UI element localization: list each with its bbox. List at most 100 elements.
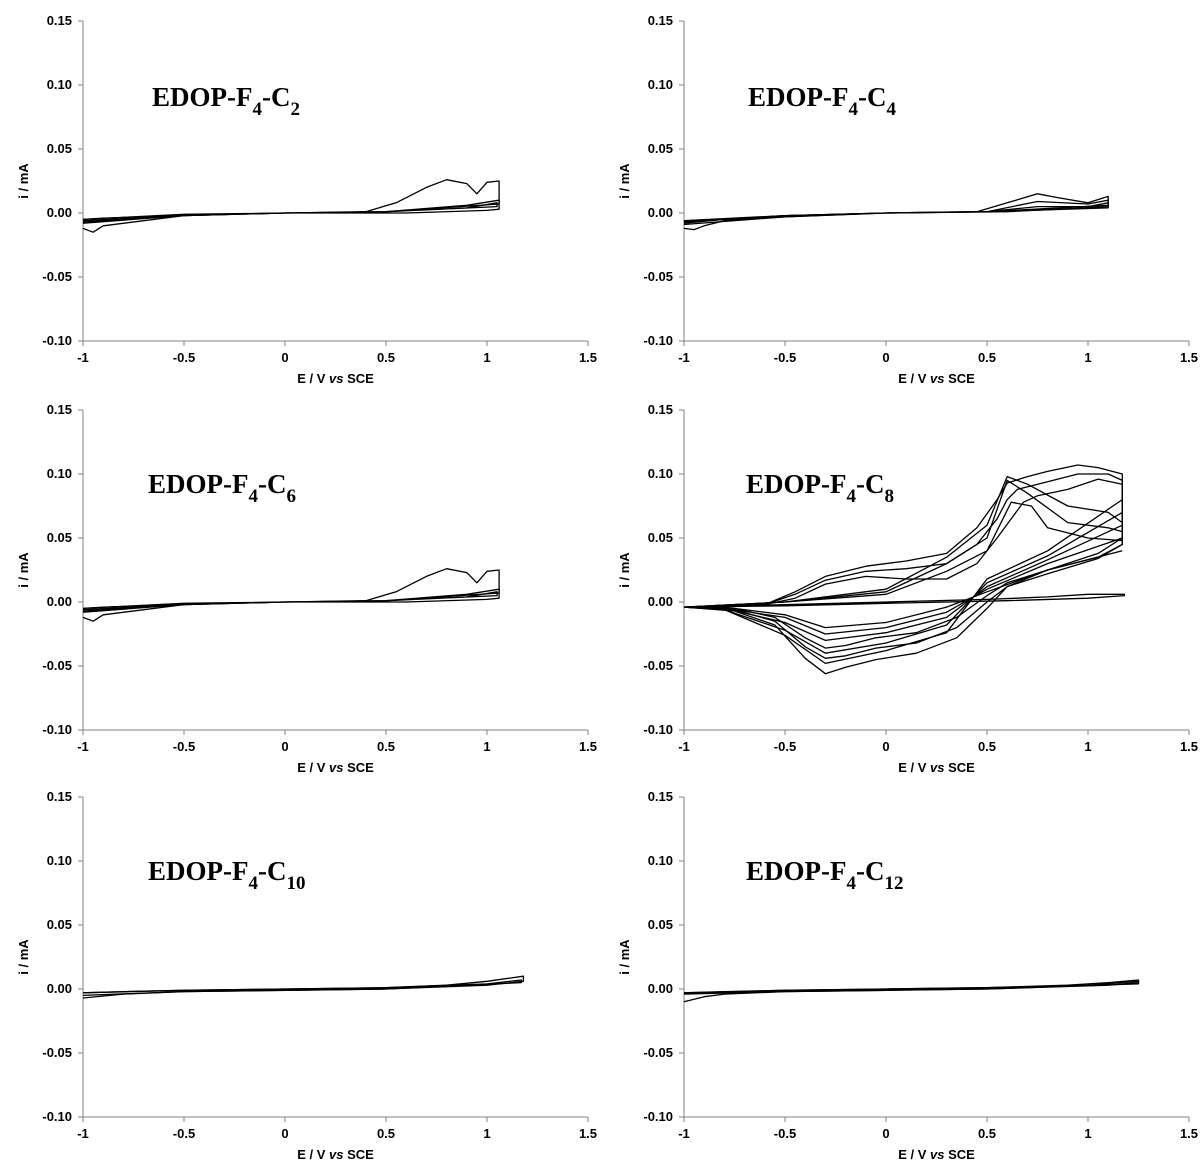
panel-title: EDOP-F4-C12	[746, 856, 904, 894]
panel-title: EDOP-F4-C6	[148, 469, 296, 507]
y-tick-label: 0.00	[47, 594, 72, 609]
y-tick-label: 0.15	[47, 402, 72, 417]
x-tick-label: 1.5	[579, 1126, 597, 1141]
x-tick-label: 1.5	[579, 350, 597, 365]
y-axis-label: i / mA	[617, 163, 632, 199]
y-tick-label: -0.05	[42, 269, 72, 284]
x-axis-label: E / V vs SCE	[297, 760, 374, 775]
cv-panel-5: -0.10 -0.05 0.00 0.05 0.10 0.15 -1 -0.5 0 0.5 1 1.5…	[16, 789, 597, 1162]
y-tick-label: 0.15	[648, 402, 673, 417]
y-axis-label: i / mA	[617, 552, 632, 588]
title-mid: -C	[858, 82, 887, 112]
x-tick-label: 0.5	[978, 350, 996, 365]
x-tick-label: 1	[1084, 739, 1091, 754]
y-tick-label: 0.10	[47, 77, 72, 92]
x-axis-label: E / V vs SCE	[297, 1147, 374, 1162]
title-main: EDOP-F	[148, 469, 249, 499]
x-tick-label: -0.5	[774, 350, 796, 365]
cv-curve-1	[683, 193, 1109, 231]
title-main: EDOP-F	[748, 82, 849, 112]
x-tick-label: -1	[678, 739, 690, 754]
x-axis-label: E / V vs SCE	[898, 760, 975, 775]
cv-curve-3	[683, 202, 1109, 223]
cv-curve-11	[683, 511, 1123, 654]
y-tick-label: 0.05	[47, 917, 72, 932]
cv-curve-3	[82, 202, 498, 223]
title-main: EDOP-F	[746, 469, 847, 499]
x-axis-label-pre: E / V	[297, 1147, 329, 1162]
cv-curve-1	[82, 568, 500, 622]
cv-curve-1	[683, 593, 1126, 608]
title-main: EDOP-F	[148, 856, 249, 886]
y-tick-label: 0.00	[648, 981, 673, 996]
x-tick-label: 1.5	[1180, 739, 1198, 754]
x-tick-label: 1.5	[579, 739, 597, 754]
y-tick-label: -0.05	[42, 1045, 72, 1060]
title-sub-2: 10	[287, 873, 306, 894]
y-tick-label: 0.05	[648, 530, 673, 545]
x-tick-label: 0.5	[978, 1126, 996, 1141]
cv-curve-3	[82, 591, 498, 612]
x-tick-label: 0.5	[377, 739, 395, 754]
x-tick-label: -1	[678, 350, 690, 365]
y-tick-label: -0.05	[643, 1045, 673, 1060]
x-tick-label: 1	[1084, 350, 1091, 365]
title-sub-1: 4	[253, 99, 263, 120]
x-tick-label: 1	[483, 1126, 490, 1141]
cv-curve-4	[683, 464, 1123, 675]
x-tick-label: -1	[77, 350, 89, 365]
x-tick-label: 0	[882, 1126, 889, 1141]
cv-curve-1	[82, 975, 525, 999]
x-axis-label-vs: vs	[930, 1147, 944, 1162]
y-tick-label: -0.10	[42, 722, 72, 737]
cv-panel-6: -0.10 -0.05 0.00 0.05 0.10 0.15 -1 -0.5 0 0.5 1 1.5…	[617, 789, 1198, 1162]
title-main: EDOP-F	[746, 856, 847, 886]
cv-curve-7	[683, 501, 1123, 608]
cv-panel-4: -0.10 -0.05 0.00 0.05 0.10 0.15 -1 -0.5 0 0.5 1 1.5…	[617, 402, 1198, 775]
x-tick-label: 0.5	[377, 350, 395, 365]
x-tick-label: 1.5	[1180, 1126, 1198, 1141]
title-sub-2: 12	[885, 873, 904, 894]
y-tick-label: -0.10	[643, 333, 673, 348]
x-tick-label: 0	[882, 739, 889, 754]
x-tick-label: 0.5	[377, 1126, 395, 1141]
x-tick-label: 0	[281, 350, 288, 365]
y-tick-label: 0.05	[648, 141, 673, 156]
y-tick-label: -0.10	[643, 1109, 673, 1124]
title-sub-2: 2	[291, 99, 301, 120]
cv-curve-3	[683, 473, 1123, 659]
x-tick-label: 0	[281, 739, 288, 754]
title-sub-2: 8	[885, 486, 895, 507]
x-axis-label-post: SCE	[343, 1147, 374, 1162]
y-tick-label: -0.10	[42, 1109, 72, 1124]
x-tick-label: 1	[483, 739, 490, 754]
panel-title: EDOP-F4-C10	[148, 856, 306, 894]
x-axis-label-post: SCE	[343, 760, 374, 775]
y-axis-label: i / mA	[16, 939, 31, 975]
x-tick-label: -0.5	[173, 739, 195, 754]
title-sub-1: 4	[847, 873, 857, 894]
cv-curve-2	[82, 979, 522, 997]
title-sub-1: 4	[249, 873, 259, 894]
y-tick-label: 0.05	[648, 917, 673, 932]
title-mid: -C	[856, 469, 885, 499]
x-tick-label: -0.5	[774, 1126, 796, 1141]
cv-curve-2	[683, 980, 1140, 995]
x-tick-label: -1	[678, 1126, 690, 1141]
y-tick-label: 0.10	[47, 853, 72, 868]
title-mid: -C	[262, 82, 291, 112]
title-sub-1: 4	[249, 486, 259, 507]
y-tick-label: 0.10	[648, 466, 673, 481]
cv-curve-1	[82, 179, 500, 233]
x-tick-label: 1	[1084, 1126, 1091, 1141]
y-tick-label: 0.10	[47, 466, 72, 481]
y-axis-label: i / mA	[16, 163, 31, 199]
x-axis-label-pre: E / V	[898, 371, 930, 386]
cv-panel-1: -0.10 -0.05 0.00 0.05 0.10 0.15 -1 -0.5 0 0.5 1 1.5…	[16, 13, 597, 386]
title-main: EDOP-F	[152, 82, 253, 112]
cv-curve-5	[683, 475, 1123, 608]
x-axis-label-pre: E / V	[898, 760, 930, 775]
y-tick-label: -0.10	[643, 722, 673, 737]
title-sub-2: 4	[887, 99, 897, 120]
